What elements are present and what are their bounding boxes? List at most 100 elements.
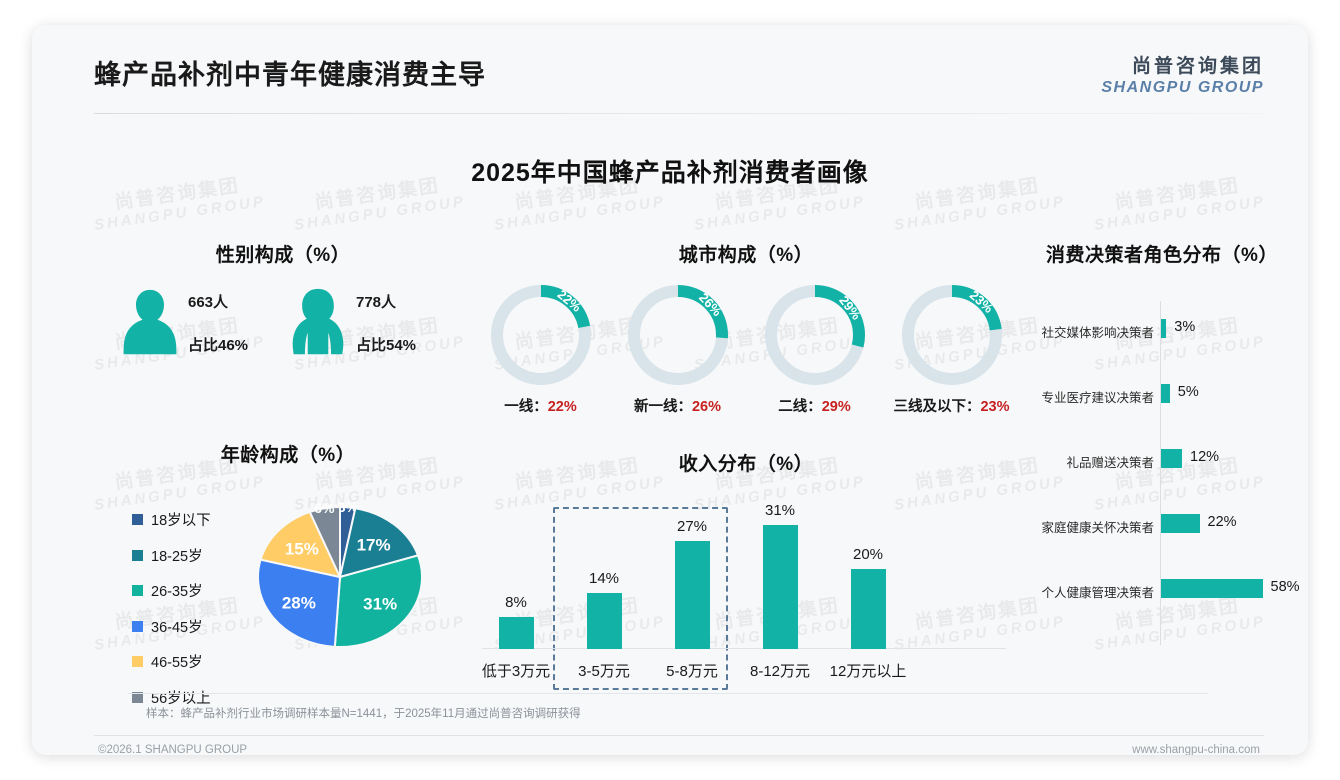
income-bar-column: 8% [472, 509, 560, 649]
donut-value-arc [627, 285, 728, 385]
income-bar [499, 617, 534, 649]
legend-item: 36-45岁 [132, 616, 211, 637]
income-baseline [482, 648, 1006, 649]
income-category-label: 5-8万元 [666, 663, 718, 680]
main-title: 2025年中国蜂产品补剂消费者画像 [471, 159, 869, 187]
income-bar-value: 14% [588, 570, 620, 587]
legend-swatch [132, 514, 143, 525]
income-bar-column: 31% [736, 502, 824, 649]
sample-footnote: 样本：蜂产品补剂行业市场调研样本量N=1441，于2025年11月通过尚普咨询调… [146, 708, 581, 720]
legend-item: 18岁以下 [132, 509, 211, 530]
donut-caption-value: 23% [980, 399, 1010, 415]
pie-slice [257, 558, 342, 648]
income-bar [763, 525, 798, 649]
age-panel: 年龄构成（%） 18岁以下 18-25岁 26-35岁 36-45岁 46-55岁 56岁… [108, 440, 468, 707]
pie-slice-label: 3% [338, 499, 359, 515]
donut-caption-name: 新一线： [633, 399, 692, 415]
donut-chart: 22% [490, 285, 591, 385]
donut-caption-name: 二线： [778, 399, 822, 415]
page-title: 蜂产品补剂中青年健康消费主导 [94, 60, 486, 90]
age-panel-title: 年龄构成（%） [220, 445, 356, 466]
donut-caption-value: 22% [547, 399, 577, 415]
pie-slice-label: 28% [282, 594, 316, 613]
donut-caption-value: 29% [821, 399, 851, 415]
pie-slice-label: 15% [285, 539, 319, 558]
gender-panel-title: 性别构成（%） [215, 245, 351, 266]
income-bar-value: 27% [676, 518, 708, 535]
income-category-label: 3-5万元 [578, 663, 630, 680]
gender-text: 778人 占比54% [356, 291, 416, 355]
gender-count: 663人 [188, 293, 229, 311]
decision-bar-value: 58% [1270, 579, 1300, 595]
age-legend: 18岁以下 18-25岁 26-35岁 36-45岁 46-55岁 56岁以上 [132, 509, 211, 722]
income-bar [851, 569, 886, 649]
income-bar-column: 27% [648, 509, 736, 649]
decision-bar-value: 5% [1177, 384, 1199, 400]
pie-slice-label: 6% [314, 500, 335, 516]
gender-share: 占比46% [188, 336, 249, 354]
decision-category-label: 礼品赠送决策者 [1066, 456, 1154, 470]
legend-label: 36-45岁 [151, 619, 203, 636]
legend-item: 56岁以上 [132, 687, 211, 708]
decision-chart: 社交媒体影响决策者 3% 专业医疗建议决策者 5% 礼品赠送决策者 12% 家庭健康关怀决策… [1022, 301, 1302, 645]
city-donut-item: 22% 一线：22% [472, 285, 609, 416]
donut-value-arc [764, 285, 865, 385]
decision-bar-value: 22% [1207, 514, 1237, 530]
legend-item: 18-25岁 [132, 545, 211, 566]
legend-label: 26-35岁 [151, 584, 203, 600]
brand-logo: 尚普咨询集团 SHANGPU GROUP [1101, 51, 1264, 97]
slide-header: 蜂产品补剂中青年健康消费主导 尚普咨询集团 SHANGPU GROUP [32, 25, 1308, 117]
income-category-label: 8-12万元 [749, 663, 811, 680]
decision-row: 个人健康管理决策者 58% [1022, 569, 1302, 634]
donut-caption: 新一线：26% [609, 395, 746, 416]
decision-category-label: 社交媒体影响决策者 [1041, 326, 1154, 340]
legend-label: 18-25岁 [151, 548, 203, 565]
decision-category-label: 个人健康管理决策者 [1041, 586, 1154, 600]
decision-bar [1161, 514, 1200, 533]
logo-text-en: SHANGPU GROUP [1101, 79, 1264, 96]
legend-swatch [132, 656, 143, 667]
gender-share: 占比54% [356, 336, 417, 354]
income-category-label: 12万元以上 [829, 663, 907, 680]
decision-row: 专业医疗建议决策者 5% [1022, 374, 1302, 439]
city-panel-title: 城市构成（%） [678, 245, 814, 266]
decision-row: 社交媒体影响决策者 3% [1022, 309, 1302, 374]
decision-row: 家庭健康关怀决策者 22% [1022, 504, 1302, 569]
donut-value-arc [901, 285, 1002, 385]
age-chart-body: 18岁以下 18-25岁 26-35岁 36-45岁 46-55岁 56岁以上 3% 17%… [108, 479, 468, 707]
decision-bar [1161, 579, 1263, 598]
decision-bar [1161, 384, 1170, 403]
male-person-icon [122, 287, 178, 358]
donut-chart: 23% [901, 285, 1002, 385]
legend-swatch [132, 620, 143, 632]
income-bar-value: 31% [764, 502, 796, 519]
female-person-icon [290, 287, 346, 358]
decision-rows: 社交媒体影响决策者 3% 专业医疗建议决策者 5% 礼品赠送决策者 12% 家庭健康关怀决策… [1022, 309, 1302, 634]
pie-slice-label: 31% [363, 595, 397, 614]
donut-caption: 一线：22% [472, 395, 609, 416]
age-pie-chart: 3% 17% 31% 28% 15% 6% [240, 479, 440, 680]
income-chart: 8% 14% 27% 31% 20% 低于3万元 3-5万元 5-8万元 8-12万元 12万元… [472, 490, 1020, 695]
income-highlight-box [553, 507, 728, 690]
pie-slice [259, 510, 342, 579]
donut-caption-name: 一线： [504, 399, 548, 415]
decision-bar [1161, 319, 1167, 338]
income-bar-value: 8% [505, 594, 527, 611]
city-donut-row: 22% 一线：22% 26% 新一线：26% 29% 二线：29% 23% 三线及以下：23% [472, 285, 1020, 416]
legend-item: 26-35岁 [132, 580, 211, 601]
decision-panel: 消费决策者角色分布（%） 社交媒体影响决策者 3% 专业医疗建议决策者 5% 礼品赠送决… [1022, 240, 1302, 645]
gender-text: 663人占比46% [188, 291, 248, 355]
city-donut-item: 26% 新一线：26% [609, 285, 746, 416]
legend-swatch [132, 585, 143, 596]
gender-item: 663人占比46% [122, 287, 290, 358]
income-bar [675, 541, 710, 649]
legend-item: 46-55岁 [132, 651, 211, 672]
footer-website: www.shangpu-china.com [1132, 744, 1260, 755]
legend-swatch [132, 691, 143, 703]
decision-bar [1161, 449, 1182, 468]
legend-label: 56岁以上 [151, 690, 211, 707]
decision-axis-line [1160, 301, 1161, 645]
income-bar-value: 20% [852, 546, 884, 563]
donut-value-arc [490, 285, 591, 385]
donut-chart: 26% [627, 285, 728, 385]
